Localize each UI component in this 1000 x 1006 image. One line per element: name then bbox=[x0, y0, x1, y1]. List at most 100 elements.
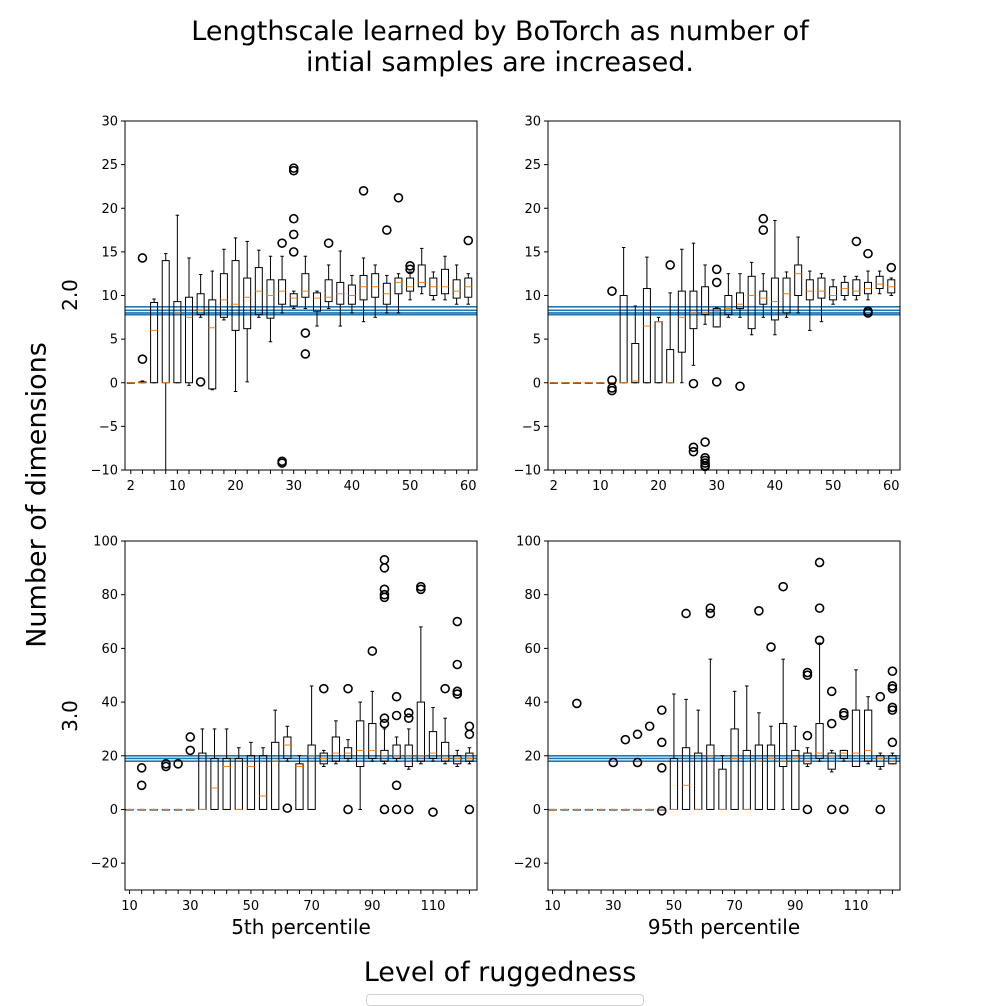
flier bbox=[195, 377, 206, 387]
box-46 bbox=[805, 270, 814, 331]
box-38 bbox=[210, 728, 219, 810]
flier bbox=[656, 763, 667, 773]
box-56 bbox=[441, 255, 449, 301]
box-8 bbox=[584, 382, 593, 384]
box-14 bbox=[136, 763, 147, 811]
flier bbox=[607, 286, 617, 296]
flier bbox=[802, 670, 813, 681]
box-50 bbox=[246, 741, 256, 810]
flier bbox=[802, 804, 813, 815]
flier bbox=[288, 229, 299, 240]
box-body bbox=[428, 731, 438, 759]
box-body bbox=[770, 277, 779, 321]
y-tick-label: −5 bbox=[522, 420, 541, 435]
box-body bbox=[766, 744, 776, 810]
box-110 bbox=[428, 706, 438, 817]
box-42 bbox=[222, 728, 231, 810]
box-90 bbox=[791, 725, 800, 810]
box-114 bbox=[440, 683, 450, 765]
box-body bbox=[331, 736, 341, 762]
box-body bbox=[301, 273, 310, 298]
flier bbox=[735, 381, 745, 392]
box-62 bbox=[282, 725, 293, 813]
col-label-right: 95th percentile bbox=[647, 915, 801, 939]
flier bbox=[428, 807, 438, 817]
flier bbox=[137, 354, 148, 364]
flier bbox=[379, 713, 390, 723]
box-body bbox=[803, 752, 812, 765]
box-body bbox=[829, 286, 838, 301]
flier bbox=[688, 442, 699, 453]
box-28 bbox=[277, 238, 287, 468]
box-body bbox=[681, 747, 691, 810]
box-34 bbox=[620, 734, 631, 811]
y-tick-label: 0 bbox=[533, 376, 541, 391]
axes-frame bbox=[547, 540, 901, 891]
box-10 bbox=[548, 808, 557, 811]
flier bbox=[277, 458, 287, 468]
x-tick-label: 20 bbox=[650, 479, 667, 494]
box-46 bbox=[656, 705, 667, 816]
y-tick-label: 25 bbox=[101, 158, 118, 173]
box-body bbox=[266, 279, 275, 319]
flier bbox=[323, 238, 334, 248]
col-label-left: 5th percentile bbox=[231, 915, 371, 939]
box-110 bbox=[851, 669, 861, 768]
box-66 bbox=[295, 755, 304, 810]
box-32 bbox=[300, 255, 311, 359]
box-42 bbox=[782, 271, 791, 318]
flier bbox=[452, 616, 463, 627]
box-body bbox=[222, 757, 231, 810]
box-body bbox=[888, 755, 897, 765]
box-58 bbox=[694, 709, 703, 810]
box-20 bbox=[231, 237, 240, 392]
x-tick-label: 30 bbox=[182, 899, 199, 914]
flier bbox=[705, 603, 716, 613]
box-body bbox=[278, 279, 287, 305]
flier bbox=[814, 603, 825, 613]
box-body bbox=[642, 288, 651, 384]
box-26 bbox=[266, 255, 275, 343]
flier bbox=[839, 710, 849, 721]
box-94 bbox=[802, 667, 813, 815]
box-34 bbox=[313, 290, 321, 327]
flier bbox=[318, 683, 329, 694]
flier bbox=[379, 554, 390, 565]
y-tick-label: 15 bbox=[101, 245, 118, 260]
box-4 bbox=[137, 253, 148, 384]
box-114 bbox=[863, 696, 873, 765]
flier bbox=[391, 804, 402, 815]
box-58 bbox=[271, 709, 280, 810]
flier bbox=[778, 581, 788, 592]
flier bbox=[814, 557, 825, 568]
flier bbox=[688, 446, 699, 457]
figure-title: Lengthscale learned by BoTorch as number… bbox=[0, 16, 1000, 78]
box-body bbox=[827, 752, 836, 770]
box-body bbox=[805, 279, 814, 301]
box-body bbox=[394, 277, 403, 295]
box-56 bbox=[863, 248, 873, 318]
box-body bbox=[173, 301, 182, 384]
flier bbox=[136, 780, 147, 791]
flier bbox=[887, 702, 898, 713]
box-38 bbox=[336, 250, 345, 327]
y-tick-label: 20 bbox=[101, 749, 118, 764]
box-10 bbox=[125, 808, 134, 811]
flier bbox=[572, 698, 582, 709]
flier bbox=[391, 691, 402, 702]
box-38 bbox=[758, 213, 769, 318]
box-106 bbox=[839, 708, 849, 815]
box-22 bbox=[665, 260, 675, 384]
flier bbox=[887, 705, 898, 715]
box-body bbox=[347, 284, 356, 305]
flier bbox=[863, 308, 873, 318]
box-8 bbox=[161, 253, 170, 471]
box-body bbox=[666, 349, 675, 384]
box-body bbox=[440, 741, 450, 762]
box-62 bbox=[705, 603, 716, 810]
flier bbox=[705, 608, 716, 619]
box-body bbox=[234, 757, 243, 810]
box-36 bbox=[323, 238, 334, 310]
flier bbox=[758, 213, 769, 224]
y-tick-label: 0 bbox=[533, 803, 541, 818]
